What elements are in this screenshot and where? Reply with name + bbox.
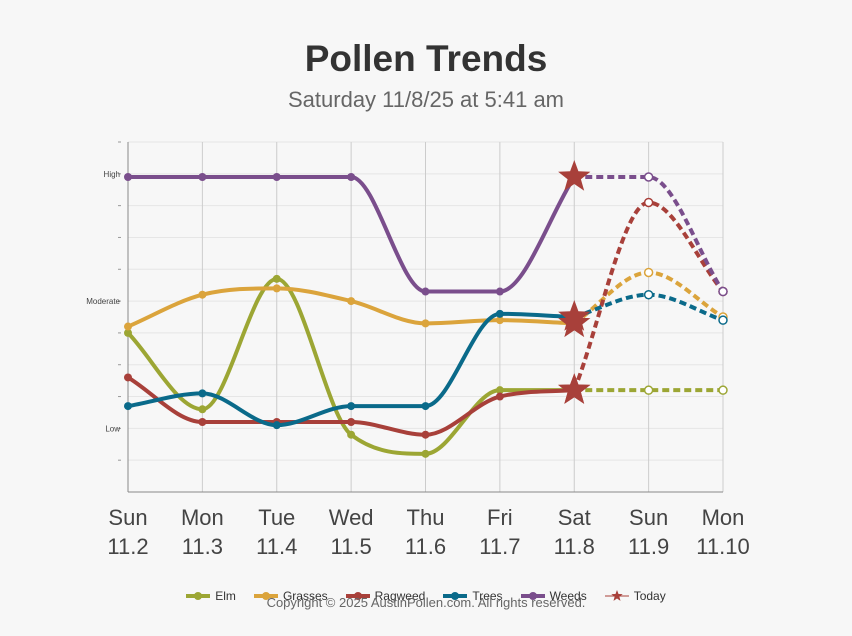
weeds-forecast-point (718, 286, 728, 297)
x-day-label: Mon (702, 505, 745, 530)
x-day-label: Fri (487, 505, 513, 530)
weeds-point (124, 173, 132, 181)
elm-point (495, 386, 504, 395)
elm-point (198, 405, 207, 414)
legend-swatch-today (604, 590, 629, 601)
weeds-point (421, 287, 430, 296)
x-date-label: 11.5 (331, 534, 372, 559)
legend-label: Elm (215, 589, 236, 603)
x-date-label: 11.7 (479, 534, 520, 559)
x-date-label: 11.6 (405, 534, 446, 559)
x-day-label: Sun (629, 505, 668, 530)
elm-forecast-point (643, 385, 654, 395)
x-date-label: 11.2 (107, 534, 148, 559)
y-axis-label: High (104, 170, 120, 179)
legend-swatch-ragweed (345, 592, 370, 600)
trees-point (272, 421, 281, 430)
ragweed-point (198, 418, 207, 426)
legend-item-ragweed[interactable]: Ragweed (345, 589, 426, 603)
ragweed-point (347, 418, 356, 426)
ragweed-forecast-point (643, 197, 654, 208)
elm-point (124, 328, 132, 337)
grasses-forecast-point (643, 267, 654, 278)
weeds-point (198, 173, 207, 181)
legend-label: Trees (472, 589, 503, 603)
elm-point (347, 430, 356, 439)
legend-label: Ragweed (374, 589, 426, 603)
elm-point (421, 449, 430, 458)
legend-label: Weeds (549, 589, 587, 603)
legend-item-today[interactable]: Today (604, 589, 666, 603)
weeds-point (347, 173, 356, 181)
weeds-forecast-point (643, 172, 654, 182)
trees-point (347, 402, 356, 411)
chart-subtitle: Saturday 11/8/25 at 5:41 am (288, 87, 564, 112)
trees-forecast-point (718, 315, 728, 325)
x-day-label: Tue (258, 505, 295, 530)
trees-point (198, 389, 207, 398)
x-day-label: Sun (108, 505, 147, 530)
x-date-label: 11.8 (554, 534, 595, 559)
grasses-point (272, 284, 281, 293)
legend-item-weeds[interactable]: Weeds (520, 589, 587, 603)
x-day-label: Thu (407, 505, 445, 530)
x-date-label: 11.4 (256, 534, 297, 559)
legend-swatch-grasses (253, 592, 278, 600)
y-axis-label: Moderate (86, 297, 120, 306)
trees-point (495, 309, 504, 318)
ragweed-point (495, 392, 504, 401)
trees-forecast-point (643, 289, 654, 300)
legend-swatch-elm (186, 592, 211, 600)
x-day-label: Mon (181, 505, 224, 530)
y-axis-label: Low (105, 424, 120, 433)
grasses-point (421, 319, 430, 328)
grasses-point (198, 290, 207, 299)
today-star-weeds (558, 160, 591, 191)
elm-forecast-point (718, 385, 728, 395)
x-day-label: Sat (558, 505, 591, 530)
ragweed-point (421, 430, 430, 439)
legend-label: Grasses (282, 589, 328, 603)
today-star-trees (558, 300, 591, 331)
grasses-point (124, 322, 132, 331)
x-date-label: 11.10 (696, 534, 749, 559)
elm-point (272, 274, 281, 283)
legend-item-grasses[interactable]: Grasses (253, 589, 328, 603)
weeds-point (272, 173, 281, 181)
trees-point (124, 402, 132, 411)
trees-point (421, 402, 430, 411)
today-star-ragweed (558, 373, 591, 404)
chart-title: Pollen Trends (304, 38, 548, 79)
legend-swatch-trees (443, 592, 468, 600)
weeds-forecast-line (574, 175, 725, 293)
grasses-point (347, 297, 356, 306)
grasses-point (495, 316, 504, 325)
legend-swatch-weeds (520, 592, 545, 600)
legend-label: Today (633, 589, 666, 603)
weeds-point (495, 287, 504, 296)
copyright-text: Copyright © 2025 AustinPollen.com. All r… (266, 595, 586, 610)
legend-item-elm[interactable]: Elm (186, 589, 236, 603)
x-date-label: 11.3 (182, 534, 223, 559)
ragweed-point (124, 373, 132, 382)
chart-legend: Elm Grasses Ragweed Trees Weeds Today (0, 589, 852, 603)
legend-item-trees[interactable]: Trees (443, 589, 503, 603)
x-date-label: 11.9 (628, 534, 669, 559)
x-day-label: Wed (329, 505, 374, 530)
